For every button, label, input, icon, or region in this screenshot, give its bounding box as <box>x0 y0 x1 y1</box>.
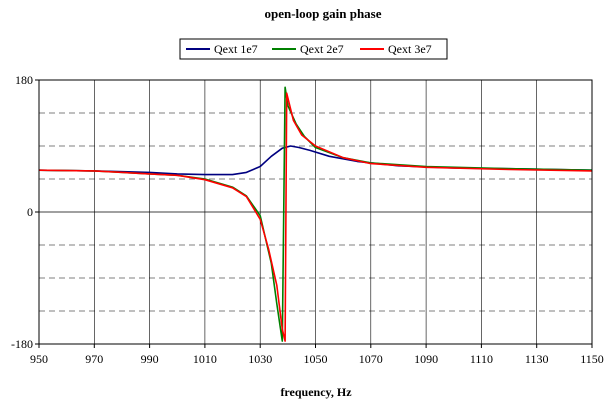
gridlines <box>39 80 592 344</box>
x-tick-label: 1050 <box>304 352 328 366</box>
x-tick-label: 1010 <box>193 352 217 366</box>
series-line-3 <box>38 92 593 342</box>
y-tick-label: -180 <box>11 337 33 351</box>
legend-label: Qext 1e7 <box>214 42 258 56</box>
x-tick-label: 1030 <box>248 352 272 366</box>
y-tick-label: 0 <box>27 205 33 219</box>
x-tick-label: 1130 <box>525 352 549 366</box>
x-tick-label: 1090 <box>414 352 438 366</box>
x-tick-label: 990 <box>141 352 159 366</box>
x-tick-label: 970 <box>85 352 103 366</box>
x-tick-label: 1070 <box>359 352 383 366</box>
x-tick-label: 1150 <box>580 352 604 366</box>
legend-box <box>179 38 448 60</box>
x-tick-label: 950 <box>30 352 48 366</box>
legend: Qext 1e7 Qext 2e7 Qext 3e7 <box>179 38 448 60</box>
series-layer <box>38 86 593 342</box>
x-tick-label: 1110 <box>470 352 493 366</box>
y-axis: 180 0 -180 <box>11 73 39 351</box>
legend-label: Qext 3e7 <box>388 42 432 56</box>
x-axis-label: frequency, Hz <box>280 385 352 399</box>
chart-title: open-loop gain phase <box>264 6 381 21</box>
x-axis: 950 970 990 1010 1030 1050 1070 1090 1110 1130 115… <box>30 344 604 366</box>
y-tick-label: 180 <box>15 73 33 87</box>
legend-label: Qext 2e7 <box>300 42 344 56</box>
